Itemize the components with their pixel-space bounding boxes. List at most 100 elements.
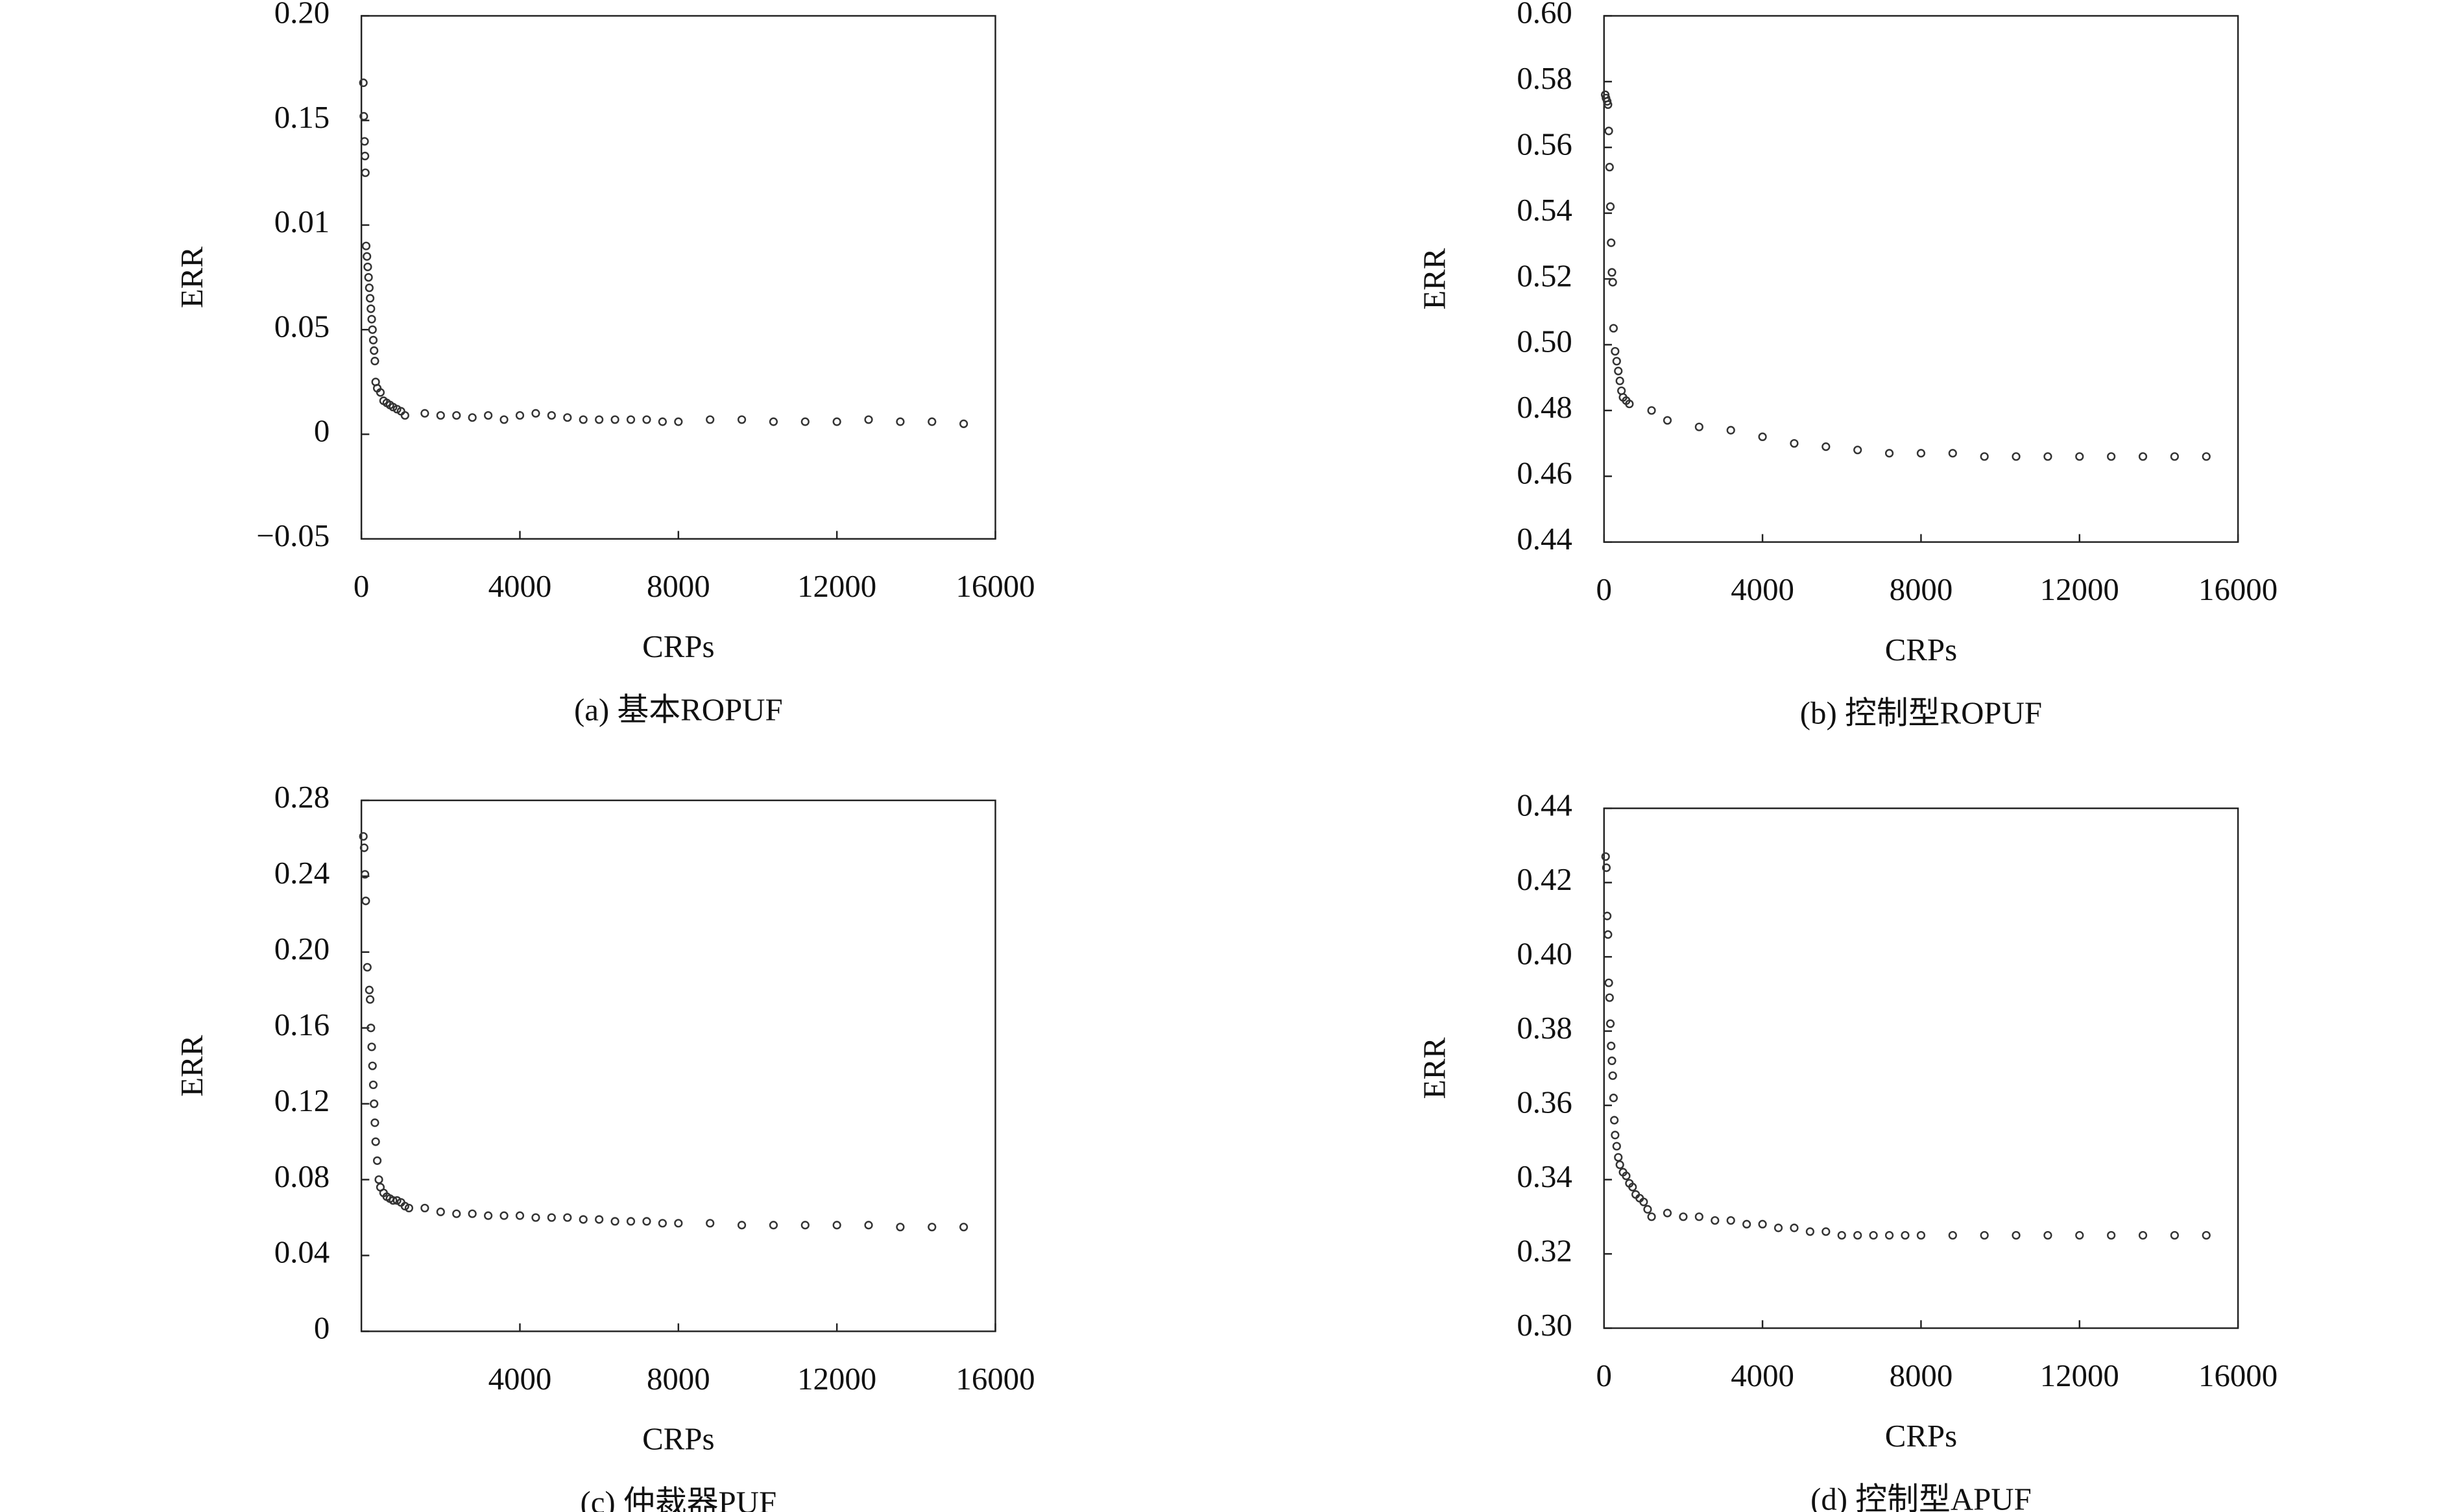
data-point [367,304,376,313]
y-tick-label: 0.24 [274,855,330,891]
data-point [368,1061,377,1070]
data-point [359,843,369,852]
data-point [1628,1182,1637,1192]
data-point [563,1213,572,1222]
data-point [1647,1212,1656,1221]
data-point [359,78,368,88]
y-tick-label: 0.46 [1517,455,1572,490]
x-tick-label: 8000 [1890,571,1953,607]
y-tick-label: 0.52 [1517,258,1572,293]
data-point [367,315,376,324]
data-point [595,1215,604,1224]
data-point [658,417,667,426]
data-point [959,1223,968,1232]
data-point [1605,1019,1615,1028]
y-tick-label: 0 [314,1310,330,1346]
data-point [1663,1208,1672,1218]
data-point [2012,1230,2021,1240]
data-point [1853,446,1862,455]
data-point [371,1137,380,1146]
data-point [1611,1131,1620,1140]
data-point [1694,422,1703,431]
data-point [1639,1197,1648,1206]
data-point [368,1080,378,1090]
data-point [1625,400,1634,409]
data-point [2107,452,2116,461]
plot-frame [360,799,996,1332]
x-axis-label: CRPs [642,1421,714,1457]
y-tick-label: 0.40 [1517,935,1572,971]
data-point [361,241,371,250]
x-tick-label: 16000 [2198,1358,2278,1393]
y-tick-label: 0.54 [1517,192,1572,228]
data-point [452,411,461,420]
data-point [1643,1205,1652,1214]
x-tick-label: 8000 [647,568,710,604]
data-point [2075,1230,2084,1240]
data-point [1615,1160,1624,1170]
data-point [2107,1230,2116,1240]
data-point [531,409,540,418]
data-point [364,272,373,282]
data-point [1609,1094,1618,1103]
y-tick-label: 0.36 [1517,1084,1572,1120]
data-point [1679,1212,1688,1221]
data-point [1790,1223,1799,1232]
data-point [484,411,493,420]
data-point [1604,126,1613,136]
data-point [1742,1219,1751,1229]
data-point [363,252,372,261]
data-point [1916,449,1926,458]
y-tick-label: 0.32 [1517,1232,1572,1268]
data-point [626,1217,636,1226]
y-tick-label: 0.38 [1517,1010,1572,1046]
x-tick-label: 16000 [956,568,1035,604]
data-point [2012,452,2021,461]
y-tick-label: 0.08 [274,1158,330,1194]
data-point [2075,452,2084,461]
y-tick-label: 0 [314,413,330,449]
y-tick-label: 0.44 [1517,787,1572,822]
data-point [1612,357,1621,366]
data-point [367,1042,376,1051]
data-point [1901,1230,1910,1240]
y-tick-label: 0.20 [274,931,330,966]
x-tick-label: 8000 [647,1361,710,1397]
data-point [452,1209,461,1218]
data-point [363,262,372,272]
data-point [484,1211,493,1220]
data-point [1622,1171,1631,1181]
x-tick-label: 4000 [488,568,552,604]
plot-frame [1603,15,2239,543]
x-tick-label: 4000 [1731,1358,1794,1393]
data-point [864,1221,873,1230]
y-axis-label: ERR [1416,248,1452,309]
data-point [515,411,525,420]
data-point [531,1213,540,1222]
data-point [1758,1219,1767,1229]
data-point [400,411,409,420]
data-point [800,417,810,426]
data-point [579,415,588,424]
x-tick-label: 8000 [1890,1358,1953,1393]
data-point [800,1221,810,1230]
data-point [1821,442,1831,451]
data-point [359,112,368,121]
data-point [1663,416,1672,425]
x-tick-label: 0 [1596,571,1612,607]
data-point [928,1223,937,1232]
data-point [365,283,374,293]
y-tick-label: 0.04 [274,1234,330,1270]
data-point [1602,863,1611,872]
data-point [959,419,968,428]
data-point [365,995,375,1004]
data-point [737,415,747,424]
data-point [626,415,636,424]
data-point [370,1118,379,1127]
data-point [706,1219,715,1228]
y-tick-label: 0.60 [1517,0,1572,30]
data-point [896,1223,905,1232]
y-tick-label: 0.44 [1517,521,1572,557]
data-point [436,411,445,420]
